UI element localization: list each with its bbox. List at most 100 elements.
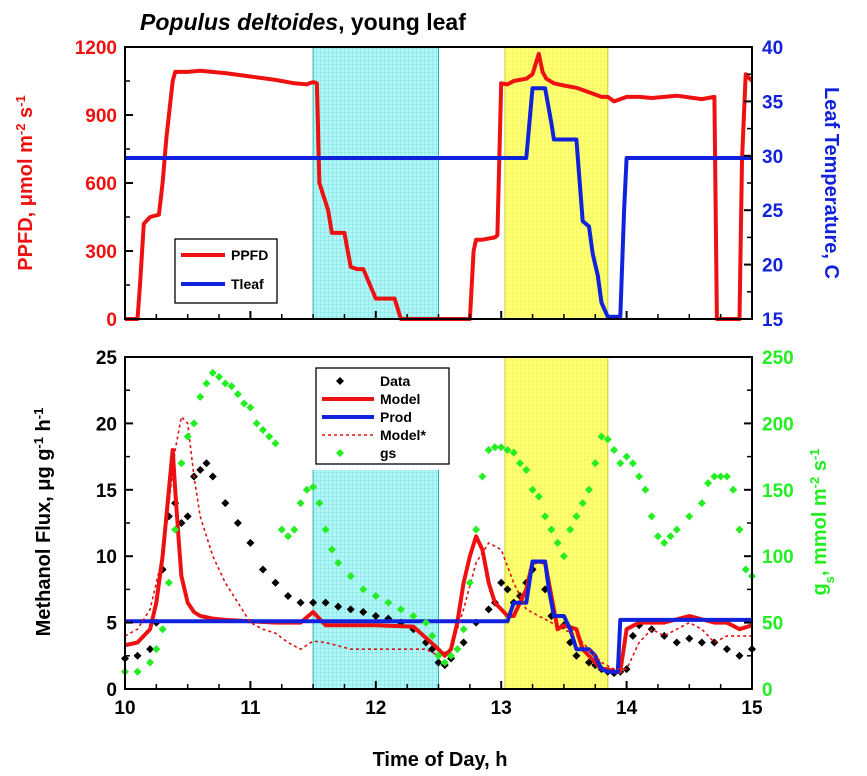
gs-marker bbox=[553, 538, 562, 547]
gs-marker bbox=[622, 452, 631, 461]
chart-title: Populus deltoides, young leaf bbox=[140, 9, 466, 35]
gs-marker bbox=[559, 552, 568, 561]
left-y-tick-label: 0 bbox=[106, 310, 117, 331]
cyan-shaded-region bbox=[313, 469, 439, 689]
gs-marker bbox=[484, 445, 493, 454]
right-y-tick-label: 25 bbox=[762, 201, 784, 222]
bottom-left-axis-title: Methanol Flux, μg g-1 h-1 bbox=[31, 408, 56, 637]
data-marker bbox=[371, 611, 380, 620]
gs-marker bbox=[710, 472, 719, 481]
gs-marker bbox=[252, 419, 261, 428]
data-marker bbox=[271, 578, 280, 587]
x-tick-label: 13 bbox=[491, 698, 512, 719]
gs-marker bbox=[572, 512, 581, 521]
data-marker bbox=[685, 634, 694, 643]
legend-label-prod: Prod bbox=[380, 409, 412, 425]
left-y-tick-label: 5 bbox=[106, 614, 117, 635]
gs-marker bbox=[447, 651, 456, 660]
gs-marker bbox=[177, 459, 186, 468]
gs-marker bbox=[371, 592, 380, 601]
gs-marker bbox=[459, 625, 468, 634]
data-marker bbox=[246, 538, 255, 547]
gs-marker bbox=[158, 625, 167, 634]
gs-marker bbox=[610, 445, 619, 454]
gs-marker bbox=[603, 435, 612, 444]
chart-title-species: Populus deltoides bbox=[140, 9, 338, 35]
gs-marker bbox=[597, 432, 606, 441]
right-y-tick-label: 200 bbox=[762, 414, 794, 435]
right-y-tick-label: 15 bbox=[762, 310, 784, 331]
data-marker bbox=[284, 592, 293, 601]
gs-marker bbox=[221, 379, 230, 388]
right-y-tick-label: 30 bbox=[762, 147, 783, 168]
data-marker bbox=[722, 645, 731, 654]
data-marker bbox=[208, 472, 217, 481]
gs-marker bbox=[628, 459, 637, 468]
gs-marker bbox=[653, 532, 662, 541]
left-y-tick-label: 300 bbox=[85, 242, 117, 263]
yellow-shaded-region bbox=[504, 47, 608, 319]
prod-line bbox=[125, 559, 752, 674]
gs-marker bbox=[534, 492, 543, 501]
legend-label-gs: gs bbox=[380, 445, 397, 461]
data-marker bbox=[697, 638, 706, 647]
legend-label-ppfd: PPFD bbox=[231, 247, 268, 263]
left-y-tick-label: 25 bbox=[96, 348, 118, 369]
top-legend: PPFD Tleaf bbox=[174, 238, 278, 304]
left-y-tick-label: 1200 bbox=[75, 38, 117, 59]
chart-title-suffix: , young leaf bbox=[338, 9, 466, 35]
data-marker bbox=[258, 565, 267, 574]
x-tick-label: 10 bbox=[114, 698, 135, 719]
gs-marker bbox=[240, 399, 249, 408]
left-y-tick-label: 600 bbox=[85, 174, 117, 195]
gs-marker bbox=[660, 538, 669, 547]
gs-marker bbox=[359, 585, 368, 594]
yellow-shaded-region bbox=[504, 357, 608, 689]
gs-marker bbox=[716, 472, 725, 481]
data-marker bbox=[233, 519, 242, 527]
top-right-axis-title: Leaf Temperature, C bbox=[820, 87, 842, 279]
modelstar-line bbox=[124, 415, 752, 670]
gs-marker bbox=[647, 512, 656, 521]
data-marker bbox=[321, 598, 330, 607]
gs-marker bbox=[290, 525, 299, 534]
gs-marker bbox=[171, 525, 180, 534]
gs-marker bbox=[503, 445, 512, 454]
data-marker bbox=[503, 585, 512, 594]
tleaf-line bbox=[125, 86, 752, 319]
data-marker bbox=[296, 598, 305, 607]
data-marker bbox=[672, 638, 681, 647]
legend-label-tleaf: Tleaf bbox=[231, 276, 264, 292]
data-marker bbox=[735, 651, 744, 660]
left-y-tick-label: 20 bbox=[96, 414, 117, 435]
gs-marker bbox=[566, 525, 575, 534]
gs-marker bbox=[334, 558, 343, 567]
gs-marker bbox=[509, 448, 518, 457]
right-y-tick-label: 20 bbox=[762, 256, 783, 277]
data-marker bbox=[660, 631, 669, 640]
gs-marker bbox=[315, 499, 324, 508]
bottom-series bbox=[121, 368, 756, 678]
right-y-tick-label: 250 bbox=[762, 348, 794, 369]
top-shaded-regions bbox=[312, 47, 609, 319]
top-left-y-axis: 0 300 600 900 1200 bbox=[75, 38, 133, 331]
data-marker bbox=[133, 651, 142, 660]
gs-marker bbox=[233, 390, 242, 399]
x-tick-label: 11 bbox=[240, 698, 261, 719]
x-axis-title: Time of Day, h bbox=[373, 749, 508, 771]
top-left-axis-title: PPFD, μmol m-2 s-1 bbox=[13, 95, 38, 270]
data-marker bbox=[183, 512, 192, 521]
bottom-x-axis: 10 11 12 13 14 15 bbox=[114, 681, 763, 719]
gs-marker bbox=[472, 525, 481, 534]
gs-marker bbox=[591, 459, 600, 468]
gs-marker bbox=[547, 525, 556, 534]
gs-marker bbox=[453, 645, 462, 654]
gs-marker bbox=[722, 472, 731, 481]
gs-marker bbox=[327, 545, 336, 554]
right-y-tick-label: 40 bbox=[762, 38, 783, 59]
gs-marker bbox=[258, 426, 267, 435]
bottom-left-y-axis: 0 5 10 15 20 25 bbox=[96, 348, 133, 701]
gs-marker bbox=[164, 578, 173, 587]
legend-label-data: Data bbox=[380, 373, 411, 389]
